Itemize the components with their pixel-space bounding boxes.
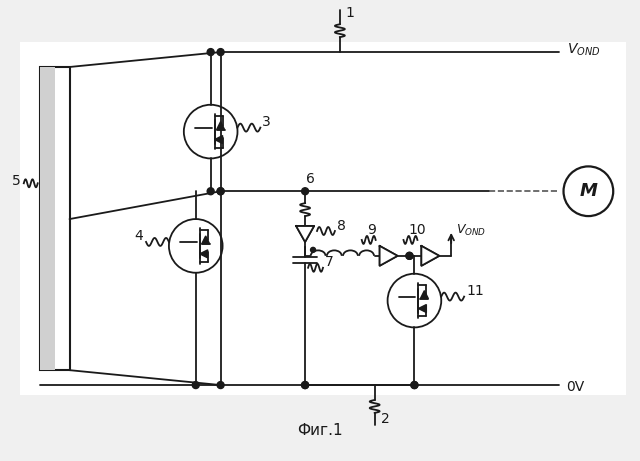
Circle shape bbox=[217, 382, 224, 389]
Circle shape bbox=[406, 252, 413, 260]
Polygon shape bbox=[216, 122, 225, 130]
Circle shape bbox=[310, 248, 316, 252]
Polygon shape bbox=[421, 246, 439, 266]
Circle shape bbox=[217, 188, 224, 195]
Polygon shape bbox=[380, 246, 397, 266]
Text: 3: 3 bbox=[262, 115, 271, 129]
Polygon shape bbox=[214, 136, 223, 143]
Text: Фиг.1: Фиг.1 bbox=[297, 423, 343, 438]
Text: 7: 7 bbox=[325, 255, 333, 269]
Text: 2: 2 bbox=[381, 412, 389, 426]
Bar bbox=[40, 67, 70, 370]
Circle shape bbox=[207, 188, 214, 195]
Polygon shape bbox=[202, 236, 210, 244]
Circle shape bbox=[301, 382, 308, 389]
Circle shape bbox=[301, 188, 308, 195]
Text: 0V: 0V bbox=[566, 380, 585, 394]
Text: 8: 8 bbox=[337, 219, 346, 233]
Polygon shape bbox=[420, 290, 428, 299]
Circle shape bbox=[192, 382, 199, 389]
Text: $V_{OND}$: $V_{OND}$ bbox=[456, 223, 486, 238]
Circle shape bbox=[301, 382, 308, 389]
Text: 11: 11 bbox=[466, 284, 484, 298]
Polygon shape bbox=[419, 305, 426, 313]
Polygon shape bbox=[296, 226, 314, 242]
Circle shape bbox=[406, 252, 413, 260]
Circle shape bbox=[411, 382, 418, 389]
Circle shape bbox=[217, 188, 224, 195]
Circle shape bbox=[411, 382, 418, 389]
Text: 6: 6 bbox=[306, 172, 314, 186]
Text: 9: 9 bbox=[367, 223, 376, 237]
Text: 1: 1 bbox=[346, 6, 355, 20]
Polygon shape bbox=[200, 250, 208, 258]
Bar bbox=[20, 42, 626, 395]
Circle shape bbox=[207, 48, 214, 56]
Circle shape bbox=[217, 48, 224, 56]
Text: 5: 5 bbox=[12, 174, 20, 188]
Bar bbox=[40, 67, 54, 370]
Text: $V_{OND}$: $V_{OND}$ bbox=[566, 42, 600, 58]
Text: M: M bbox=[579, 182, 597, 200]
Text: 4: 4 bbox=[134, 229, 143, 243]
Text: 10: 10 bbox=[408, 223, 426, 237]
